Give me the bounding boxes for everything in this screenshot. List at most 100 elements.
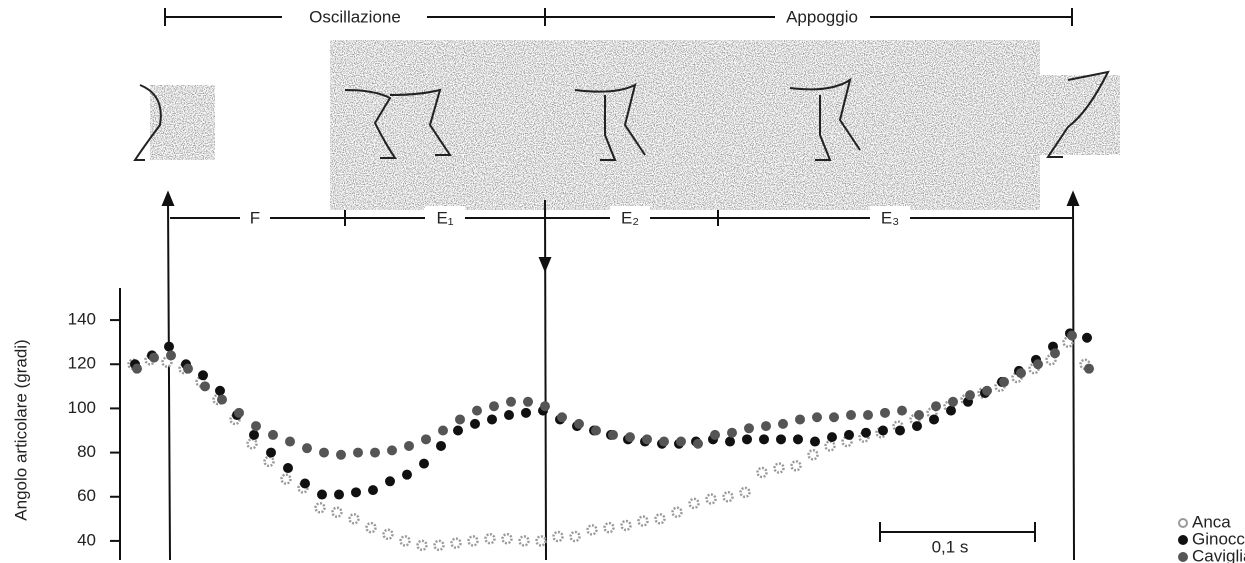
point xyxy=(880,407,890,418)
point xyxy=(280,473,292,485)
point xyxy=(742,434,752,445)
point xyxy=(829,412,839,423)
y-axis-label: Angolo articolare (gradi) xyxy=(11,339,30,520)
event-lines xyxy=(161,190,1080,561)
point xyxy=(382,528,394,541)
point xyxy=(540,401,550,412)
legend-marker xyxy=(1178,518,1188,528)
point xyxy=(419,458,429,469)
point xyxy=(365,521,377,534)
point xyxy=(436,440,446,451)
point xyxy=(1082,332,1092,343)
point xyxy=(351,487,361,498)
point xyxy=(948,396,958,407)
point xyxy=(506,396,516,407)
y-tick-label: 140 xyxy=(68,310,96,329)
point xyxy=(982,385,992,396)
point xyxy=(334,489,344,500)
point xyxy=(586,524,598,536)
point xyxy=(863,410,873,421)
point xyxy=(773,462,785,474)
leg-outlines xyxy=(133,70,1110,161)
point xyxy=(246,438,258,450)
point xyxy=(1033,359,1043,370)
point xyxy=(759,434,769,445)
point xyxy=(693,438,703,449)
point xyxy=(591,425,601,436)
point xyxy=(625,432,635,443)
point xyxy=(846,410,856,421)
point xyxy=(249,429,259,440)
point xyxy=(314,502,326,514)
point xyxy=(453,425,463,436)
point xyxy=(688,497,700,510)
point xyxy=(234,407,244,418)
point xyxy=(603,521,615,534)
point xyxy=(557,412,567,423)
subphase-label: F xyxy=(250,208,260,227)
point xyxy=(761,421,771,432)
point xyxy=(183,363,193,374)
point xyxy=(455,414,465,425)
y-tick-label: 80 xyxy=(77,442,96,461)
point xyxy=(149,352,159,363)
point xyxy=(999,376,1009,387)
point xyxy=(251,421,261,432)
point xyxy=(518,535,530,547)
point xyxy=(710,429,720,440)
point xyxy=(319,447,329,458)
point xyxy=(215,385,225,396)
legend-label: Caviglia xyxy=(1192,546,1245,563)
point xyxy=(776,434,786,445)
point xyxy=(1016,368,1026,379)
point xyxy=(285,436,295,447)
point xyxy=(200,381,210,392)
point xyxy=(569,530,581,543)
point xyxy=(523,396,533,407)
point xyxy=(132,363,142,374)
point xyxy=(946,405,956,416)
point xyxy=(164,341,174,352)
point xyxy=(472,405,482,416)
y-tick-label: 40 xyxy=(77,530,96,549)
point xyxy=(402,469,412,480)
point xyxy=(370,447,380,458)
point xyxy=(812,412,822,423)
point xyxy=(404,440,414,451)
point xyxy=(659,436,669,447)
point xyxy=(368,485,378,496)
point xyxy=(807,449,819,461)
point xyxy=(878,425,888,436)
legend-label: Anca xyxy=(1192,512,1231,531)
subphase-label: E₃ xyxy=(881,208,899,227)
point xyxy=(467,535,479,547)
point xyxy=(1067,330,1077,341)
point xyxy=(484,532,496,545)
photo-band xyxy=(330,40,1040,210)
point xyxy=(317,489,327,500)
point xyxy=(756,466,768,479)
point xyxy=(1084,363,1094,374)
label-backs xyxy=(240,6,910,230)
point xyxy=(166,350,176,361)
point xyxy=(725,436,735,447)
point xyxy=(965,390,975,401)
point xyxy=(489,401,499,412)
y-tick-label: 100 xyxy=(68,398,96,417)
point xyxy=(283,463,293,474)
point xyxy=(348,513,360,525)
point xyxy=(385,476,395,487)
point xyxy=(268,429,278,440)
point xyxy=(302,443,312,454)
point xyxy=(793,434,803,445)
legend-marker xyxy=(1178,535,1188,545)
point xyxy=(827,432,837,443)
point xyxy=(914,410,924,421)
point xyxy=(642,434,652,445)
subphase-label: E₁ xyxy=(436,208,453,227)
scale-bar xyxy=(879,522,1036,542)
point xyxy=(705,493,717,505)
point xyxy=(1050,348,1060,359)
point xyxy=(521,407,531,418)
